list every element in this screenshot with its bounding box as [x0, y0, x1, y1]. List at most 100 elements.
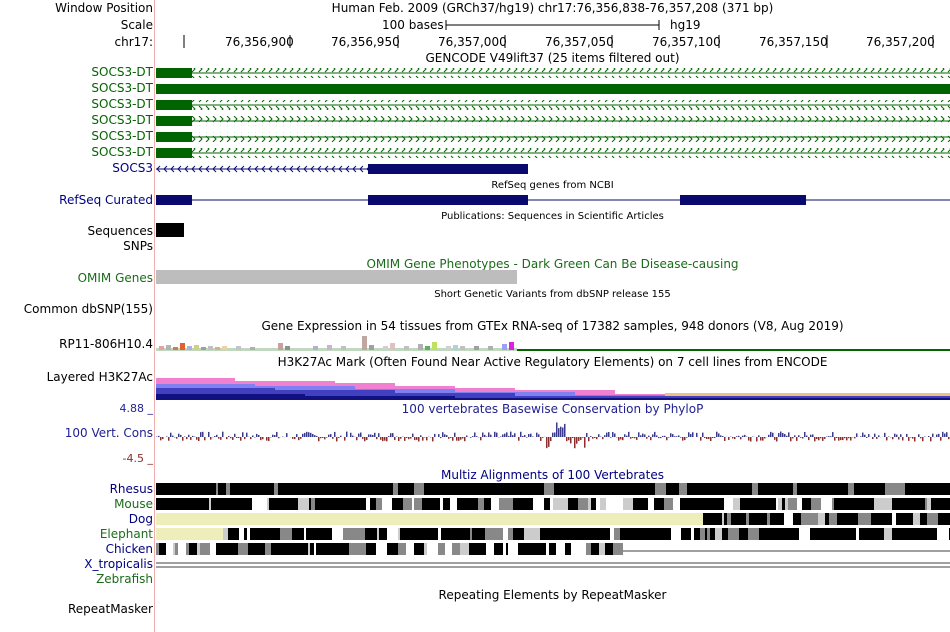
- refseq-features[interactable]: [155, 193, 950, 207]
- conservation-bar: [894, 433, 896, 437]
- multiz-block: [183, 498, 190, 510]
- multiz-block: [600, 498, 606, 510]
- multiz-block: [460, 543, 469, 555]
- h3k27ac-label[interactable]: Layered H3K27Ac: [46, 370, 153, 384]
- conservation-label[interactable]: 100 Vert. Cons: [64, 426, 153, 440]
- multiz-species-label[interactable]: Zebrafish: [96, 572, 153, 586]
- multiz-block: [685, 498, 687, 510]
- conservation-bar: [704, 437, 706, 439]
- multiz-block: [400, 513, 407, 525]
- publication-feature[interactable]: [156, 223, 184, 237]
- gencode-transcript[interactable]: [156, 132, 950, 142]
- gencode-item-label[interactable]: SOCS3-DT: [91, 145, 153, 159]
- multiz-block: [324, 528, 326, 540]
- multiz-block: [269, 498, 280, 510]
- multiz-block: [347, 498, 351, 510]
- gencode-item-label[interactable]: SOCS3-DT: [91, 97, 153, 111]
- conservation-bar: [762, 437, 764, 441]
- multiz-block: [880, 513, 888, 525]
- omim-label[interactable]: OMIM Genes: [77, 271, 153, 285]
- gencode-item-label[interactable]: SOCS3-DT: [91, 81, 153, 95]
- dbsnp-track-title[interactable]: Short Genetic Variants from dbSNP releas…: [434, 289, 671, 300]
- gencode-item-label[interactable]: SOCS3-DT: [91, 129, 153, 143]
- refseq-label[interactable]: RefSeq Curated: [59, 193, 153, 207]
- gencode-transcript[interactable]: [156, 148, 950, 158]
- multiz-block: [843, 528, 850, 540]
- gencode-item-label[interactable]: SOCS3-DT: [91, 113, 153, 127]
- multiz-block: [711, 483, 717, 495]
- h3k27ac-track-title[interactable]: H3K27Ac Mark (Often Found Near Active Re…: [277, 355, 828, 369]
- ruler-tick-label: 76,357,150: [759, 35, 828, 49]
- multiz-block: [379, 528, 387, 540]
- gencode-item-label[interactable]: SOCS3: [112, 161, 153, 175]
- multiz-species-label[interactable]: Mouse: [114, 497, 153, 511]
- conservation-bar: [308, 432, 310, 437]
- gencode-track-title[interactable]: GENCODE V49lift37 (25 items filtered out…: [425, 51, 680, 65]
- multiz-block: [648, 498, 654, 510]
- conservation-bar: [518, 437, 520, 441]
- gencode-transcript[interactable]: [156, 68, 950, 78]
- gencode-transcript-socs3[interactable]: [156, 164, 528, 174]
- multiz-block: [292, 498, 298, 510]
- multiz-block: [869, 513, 871, 525]
- conservation-bar: [346, 431, 348, 437]
- multiz-species-label[interactable]: X_tropicalis: [84, 557, 153, 571]
- gtex-label[interactable]: RP11-806H10.4: [59, 337, 153, 351]
- snps-label[interactable]: SNPs: [123, 239, 153, 253]
- publications-label[interactable]: Sequences: [87, 224, 153, 238]
- gtex-features[interactable]: [155, 330, 950, 352]
- multiz-species-label[interactable]: Chicken: [105, 542, 153, 556]
- conservation-bar: [842, 437, 844, 441]
- refseq-track-title[interactable]: RefSeq genes from NCBI: [491, 180, 614, 191]
- scale-text: 100 bases: [382, 18, 444, 32]
- conservation-track-title[interactable]: 100 vertebrates Basewise Conservation by…: [401, 402, 704, 416]
- conservation-bar: [360, 432, 362, 437]
- conservation-bar: [542, 437, 544, 438]
- conservation-bar: [390, 433, 392, 437]
- conservation-bar: [244, 437, 246, 440]
- conservation-bar: [770, 431, 772, 437]
- multiz-block: [568, 498, 574, 510]
- h3k27ac-features[interactable]: [155, 368, 950, 400]
- multiz-species-label[interactable]: Dog: [128, 512, 153, 526]
- multiz-species-label[interactable]: Rhesus: [109, 482, 153, 496]
- multiz-block: [478, 498, 484, 510]
- conservation-bar: [466, 435, 468, 437]
- conservation-bar: [372, 434, 374, 437]
- multiz-block: [613, 498, 623, 510]
- gencode-transcript[interactable]: [156, 116, 950, 126]
- multiz-block: [533, 498, 544, 510]
- multiz-block: [609, 543, 613, 555]
- conservation-bar: [592, 437, 594, 439]
- gencode-item-label[interactable]: SOCS3-DT: [91, 65, 153, 79]
- gencode-transcript[interactable]: [156, 100, 950, 110]
- conservation-bar: [258, 434, 260, 437]
- conservation-bar: [276, 431, 278, 437]
- omim-feature[interactable]: [156, 270, 517, 284]
- conservation-bar: [410, 437, 412, 439]
- conservation-bar: [666, 437, 668, 441]
- gtex-track-title[interactable]: Gene Expression in 54 tissues from GTEx …: [261, 319, 844, 333]
- conservation-plot[interactable]: [155, 416, 950, 466]
- multiz-block: [473, 543, 476, 555]
- multiz-species-label[interactable]: Elephant: [99, 527, 153, 541]
- assembly-position[interactable]: Human Feb. 2009 (GRCh37/hg19) chr17:76,3…: [331, 1, 774, 15]
- omim-track-title[interactable]: OMIM Gene Phenotypes - Dark Green Can Be…: [366, 257, 739, 271]
- multiz-block: [698, 483, 701, 495]
- multiz-block: [280, 483, 284, 495]
- dbsnp-label[interactable]: Common dbSNP(155): [23, 302, 153, 316]
- multiz-block: [745, 483, 749, 495]
- gencode-transcript[interactable]: [156, 84, 950, 94]
- multiz-alignments[interactable]: [155, 481, 950, 571]
- multiz-block: [755, 498, 766, 510]
- publications-track-title[interactable]: Publications: Sequences in Scientific Ar…: [441, 211, 664, 222]
- multiz-block: [472, 528, 481, 540]
- conservation-bar: [420, 435, 422, 437]
- conservation-bar: [638, 432, 640, 437]
- repeatmasker-track-title[interactable]: Repeating Elements by RepeatMasker: [438, 588, 667, 602]
- multiz-track-title[interactable]: Multiz Alignments of 100 Vertebrates: [440, 468, 665, 482]
- gencode-features[interactable]: [155, 64, 950, 176]
- multiz-block: [782, 498, 785, 510]
- repeatmasker-label[interactable]: RepeatMasker: [67, 602, 153, 616]
- multiz-block: [883, 483, 885, 495]
